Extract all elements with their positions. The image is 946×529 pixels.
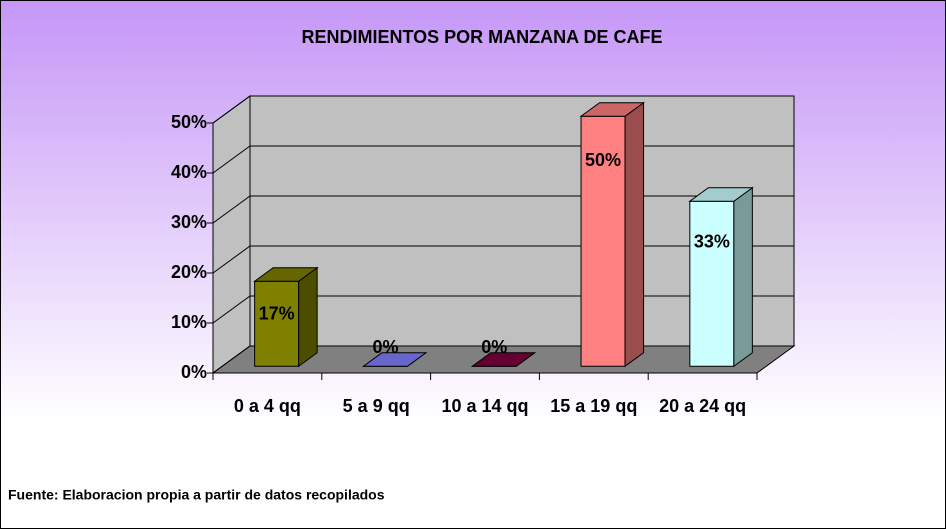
x-tick-label: 10 a 14 qq [441, 396, 528, 416]
bar-top [470, 352, 537, 367]
x-tick-label: 5 a 9 qq [343, 396, 410, 416]
bar-top [253, 267, 319, 282]
bar-side [624, 101, 645, 368]
bar-side [298, 266, 318, 368]
x-tick-label: 0 a 4 qq [234, 396, 301, 416]
data-label: 33% [694, 232, 730, 252]
bar-top [579, 102, 646, 117]
x-tick-label: 20 a 24 qq [659, 396, 746, 416]
bar-front [689, 200, 735, 367]
y-tick-label: 0% [181, 362, 207, 382]
y-tick-label: 20% [171, 262, 207, 282]
data-label: 50% [585, 150, 621, 170]
side-wall [212, 95, 251, 374]
y-tick-label: 10% [171, 312, 207, 332]
data-label: 17% [259, 304, 295, 324]
y-tick-label: 40% [171, 162, 207, 182]
data-label: 0% [481, 337, 507, 357]
bar-front [254, 280, 300, 367]
chart-title: RENDIMIENTOS POR MANZANA DE CAFE [301, 27, 662, 47]
bar-side [733, 186, 753, 368]
y-tick-label: 50% [171, 112, 207, 132]
bar [361, 352, 428, 367]
bar-top [688, 187, 754, 202]
data-label: 0% [372, 337, 398, 357]
y-tick-label: 30% [171, 212, 207, 232]
bar [688, 186, 754, 368]
source-note: Fuente: Elaboracion propia a partir de d… [8, 487, 385, 503]
grid-line [212, 95, 794, 124]
bar-top [361, 352, 428, 367]
bar [470, 352, 537, 367]
bar [253, 266, 319, 368]
x-tick-label: 15 a 19 qq [550, 396, 637, 416]
bar [579, 101, 646, 368]
